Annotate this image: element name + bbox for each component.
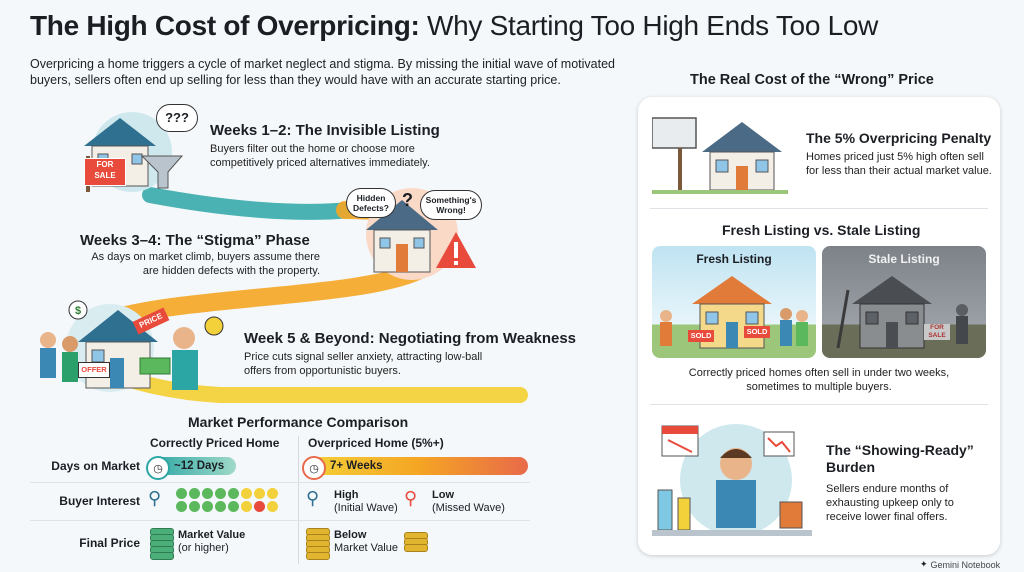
- comparison-title: Market Performance Comparison: [188, 414, 409, 430]
- days-correct-pill: ~12 Days: [150, 457, 236, 475]
- stage-1-desc: Buyers filter out the home or choose mor…: [210, 143, 430, 169]
- price-over-sub: Market Value: [334, 542, 398, 554]
- row-days-label: Days on Market: [51, 459, 140, 473]
- clock-icon: ◷: [146, 456, 170, 480]
- for-sale-sign: FOR SALE: [84, 158, 126, 186]
- stage-2-title: Weeks 3–4: The “Stigma” Phase: [80, 232, 310, 249]
- happy-face-icon: [215, 488, 226, 499]
- hidden-defects-bubble: Hidden Defects?: [346, 188, 396, 218]
- column-divider: [298, 436, 299, 564]
- stage-3-title: Week 5 & Beyond: Negotiating from Weakne…: [244, 330, 577, 347]
- interest-low-value: Low: [432, 489, 454, 501]
- neutral-face-icon: [241, 488, 252, 499]
- real-cost-title: The Real Cost of the “Wrong” Price: [690, 72, 934, 88]
- title-rest: Why Starting Too High Ends Too Low: [419, 10, 879, 41]
- penalty-desc: Homes priced just 5% high often sell for…: [806, 151, 992, 177]
- stale-house-icon: [836, 276, 968, 349]
- magnifier-icon: ⚲: [404, 488, 418, 508]
- confusion-bubble: ???: [156, 104, 198, 132]
- section-separator: [650, 404, 988, 405]
- burden-title: The “Showing-Ready” Burden: [826, 442, 974, 475]
- price-correct-value: Market Value: [178, 529, 246, 541]
- clock-icon: ◷: [302, 456, 326, 480]
- buyer-faces-grid: [176, 488, 296, 514]
- interest-low: Low (Missed Wave): [432, 489, 505, 515]
- days-over-value: 7+ Weeks: [330, 460, 383, 472]
- price-correct-sub: (or higher): [178, 542, 229, 554]
- footer-text: Gemini Notebook: [930, 559, 1001, 570]
- col-correct-header: Correctly Priced Home: [150, 436, 280, 450]
- fresh-listing-panel: Fresh Listing: [652, 246, 816, 358]
- neutral-face-icon: [241, 501, 252, 512]
- magnifier-icon: ⚲: [306, 488, 320, 508]
- sad-face-icon: [254, 501, 265, 512]
- stage-3-desc: Price cuts signal seller anxiety, attrac…: [244, 351, 483, 377]
- happy-face-icon: [176, 488, 187, 499]
- page-title: The High Cost of Overpricing: Why Starti…: [30, 10, 878, 42]
- title-bold: The High Cost of Overpricing:: [30, 10, 420, 41]
- interest-low-sub: (Missed Wave): [432, 502, 505, 514]
- neutral-face-icon: [267, 488, 278, 499]
- fresh-desc: Correctly priced homes often sell in und…: [688, 367, 950, 393]
- stale-listing-panel: Stale Listing: [822, 246, 986, 358]
- days-correct-value: ~12 Days: [174, 460, 225, 472]
- magnifier-icon: ⚲: [148, 488, 162, 508]
- fresh-house-icon: [660, 276, 808, 349]
- somethings-wrong-bubble: Something's Wrong!: [420, 190, 482, 220]
- interest-high: High (Initial Wave): [334, 489, 398, 515]
- price-over-value: Below: [334, 529, 367, 541]
- row-interest-label: Buyer Interest: [59, 494, 140, 508]
- burden-desc: Sellers endure months of exhausting upke…: [826, 483, 954, 523]
- penalty-title: The 5% Overpricing Penalty: [806, 130, 992, 146]
- row-separator: [30, 482, 530, 483]
- sparkle-icon: ✦: [920, 559, 928, 569]
- section-separator: [650, 208, 988, 209]
- negotiation-illustration: $: [40, 300, 224, 392]
- row-separator: [30, 520, 530, 521]
- stale-label: Stale Listing: [868, 252, 940, 266]
- fresh-vs-stale-title: Fresh Listing vs. Stale Listing: [722, 222, 921, 238]
- intro-text: Overpricing a home triggers a cycle of m…: [30, 57, 615, 87]
- col-over-header: Overpriced Home (5%+): [308, 436, 444, 450]
- stage-2-desc: As days on market climb, buyers assume t…: [91, 251, 320, 277]
- svg-text:$: $: [75, 305, 81, 317]
- happy-face-icon: [176, 501, 187, 512]
- happy-face-icon: [228, 488, 239, 499]
- price-correct: Market Value (or higher): [178, 529, 245, 555]
- price-over: Below Market Value: [334, 529, 398, 555]
- green-coin-stack-icon: [150, 528, 174, 560]
- offer-sign: OFFER: [78, 362, 110, 378]
- stale-for-sale-sign: FOR SALE: [924, 324, 950, 340]
- interest-high-sub: (Initial Wave): [334, 502, 398, 514]
- gold-coin-stack-icon: [306, 528, 330, 560]
- neutral-face-icon: [254, 488, 265, 499]
- footer-brand: ✦ Gemini Notebook: [920, 559, 1000, 570]
- interest-high-value: High: [334, 489, 359, 501]
- penalty-illustration: [652, 117, 788, 194]
- days-over-pill: 7+ Weeks: [306, 457, 528, 475]
- short-coin-stack-icon: [404, 532, 428, 552]
- stage-1-title: Weeks 1–2: The Invisible Listing: [210, 122, 440, 139]
- happy-face-icon: [202, 501, 213, 512]
- happy-face-icon: [189, 501, 200, 512]
- neutral-face-icon: [267, 501, 278, 512]
- fresh-label: Fresh Listing: [696, 252, 772, 266]
- happy-face-icon: [228, 501, 239, 512]
- sold-sign: SOLD: [688, 330, 714, 342]
- burden-illustration: [652, 424, 812, 536]
- question-mark: ?: [402, 190, 413, 210]
- row-price-label: Final Price: [79, 536, 140, 550]
- happy-face-icon: [215, 501, 226, 512]
- happy-face-icon: [202, 488, 213, 499]
- sold-sign: SOLD: [744, 326, 770, 338]
- happy-face-icon: [189, 488, 200, 499]
